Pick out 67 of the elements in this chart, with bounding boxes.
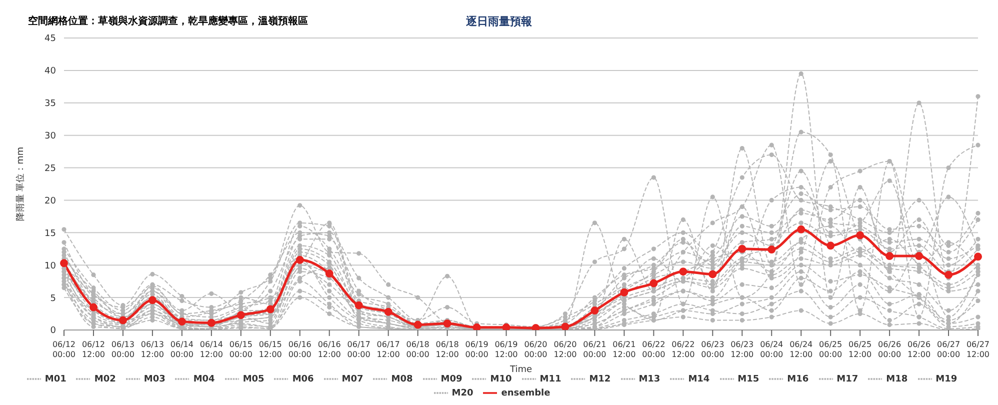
y-tick-label: 15 <box>44 228 56 239</box>
x-tick-label: 06/18 00:00 <box>406 340 430 359</box>
y-tick-label: 0 <box>50 326 56 336</box>
x-tick-label: 06/21 12:00 <box>612 340 636 359</box>
x-tick-label: 06/23 00:00 <box>701 340 724 359</box>
x-tick-label: 06/12 00:00 <box>52 340 76 359</box>
x-tick-label: 06/16 00:00 <box>288 340 312 359</box>
legend-label: M19 <box>936 374 958 384</box>
legend-label: M09 <box>440 374 462 384</box>
x-tick-label: 06/24 12:00 <box>790 340 813 359</box>
x-tick-label: 06/26 12:00 <box>908 340 931 359</box>
x-tick-label: 06/18 12:00 <box>436 340 459 359</box>
y-tick-label: 20 <box>44 196 56 206</box>
x-tick-label: 06/19 12:00 <box>494 340 518 359</box>
x-tick-label: 06/13 12:00 <box>140 340 164 359</box>
y-tick-label: 40 <box>44 66 56 77</box>
x-tick-label: 06/27 00:00 <box>936 340 960 359</box>
legend-label: M01 <box>44 374 66 384</box>
legend-label: M12 <box>589 374 611 384</box>
legend-label: M18 <box>886 374 908 384</box>
x-tick-label: 06/21 00:00 <box>583 340 606 359</box>
x-tick-label: 06/24 00:00 <box>760 340 784 359</box>
legend-label: M11 <box>540 374 562 384</box>
x-tick-label: 06/16 12:00 <box>318 340 341 359</box>
y-tick-label: 30 <box>44 132 56 142</box>
x-axis-title: Time <box>508 365 532 375</box>
y-axis-title: 降雨量 單位：mm <box>15 146 26 222</box>
legend-label: ensemble <box>501 388 550 398</box>
legend-label: M05 <box>242 374 264 384</box>
legend-label: M04 <box>193 374 215 384</box>
x-tick-label: 06/22 00:00 <box>642 340 666 359</box>
y-tick-label: 5 <box>50 294 56 304</box>
text: 空間網格位置：草嶺與水資源調查，乾旱應變專區，溫嶺預報區 <box>28 14 308 28</box>
x-tick-label: 06/22 12:00 <box>672 340 695 359</box>
legend-label: M10 <box>490 374 512 384</box>
legend-label: M17 <box>836 374 858 384</box>
legend-label: M16 <box>787 374 809 384</box>
chart-title: 逐日雨量預報 <box>466 15 532 28</box>
legend-label: M06 <box>292 374 314 384</box>
x-tick-label: 06/20 12:00 <box>554 340 577 359</box>
legend-label: M13 <box>638 374 660 384</box>
x-tick-label: 06/14 12:00 <box>200 340 223 359</box>
x-tick-label: 06/23 12:00 <box>730 340 754 359</box>
x-tick-label: 06/20 00:00 <box>524 340 548 359</box>
x-tick-label: 06/19 00:00 <box>465 340 488 359</box>
y-tick-label: 45 <box>44 34 56 44</box>
x-tick-label: 06/25 00:00 <box>819 340 842 359</box>
y-tick-label: 10 <box>44 261 56 272</box>
x-tick-label: 06/13 00:00 <box>111 340 134 359</box>
legend-label: M07 <box>342 374 364 384</box>
legend-label: M08 <box>391 374 413 384</box>
y-tick-label: 25 <box>44 164 56 174</box>
x-tick-label: 06/17 00:00 <box>347 340 370 359</box>
legend-label: M02 <box>94 374 116 384</box>
x-tick-label: 06/26 00:00 <box>878 340 902 359</box>
y-tick-label: 35 <box>44 99 56 110</box>
x-tick-label: 06/15 00:00 <box>229 340 252 359</box>
legend-label: M14 <box>688 374 710 384</box>
x-tick-label: 06/14 00:00 <box>170 340 194 359</box>
legend-label: M20 <box>452 388 474 398</box>
legend-label: M15 <box>738 374 760 384</box>
legend-label: M03 <box>144 374 166 384</box>
x-tick-label: 06/12 12:00 <box>82 340 106 359</box>
x-tick-label: 06/25 12:00 <box>848 340 872 359</box>
x-tick-label: 06/27 12:00 <box>966 340 990 359</box>
x-tick-label: 06/17 12:00 <box>376 340 400 359</box>
x-tick-label: 06/15 12:00 <box>258 340 282 359</box>
